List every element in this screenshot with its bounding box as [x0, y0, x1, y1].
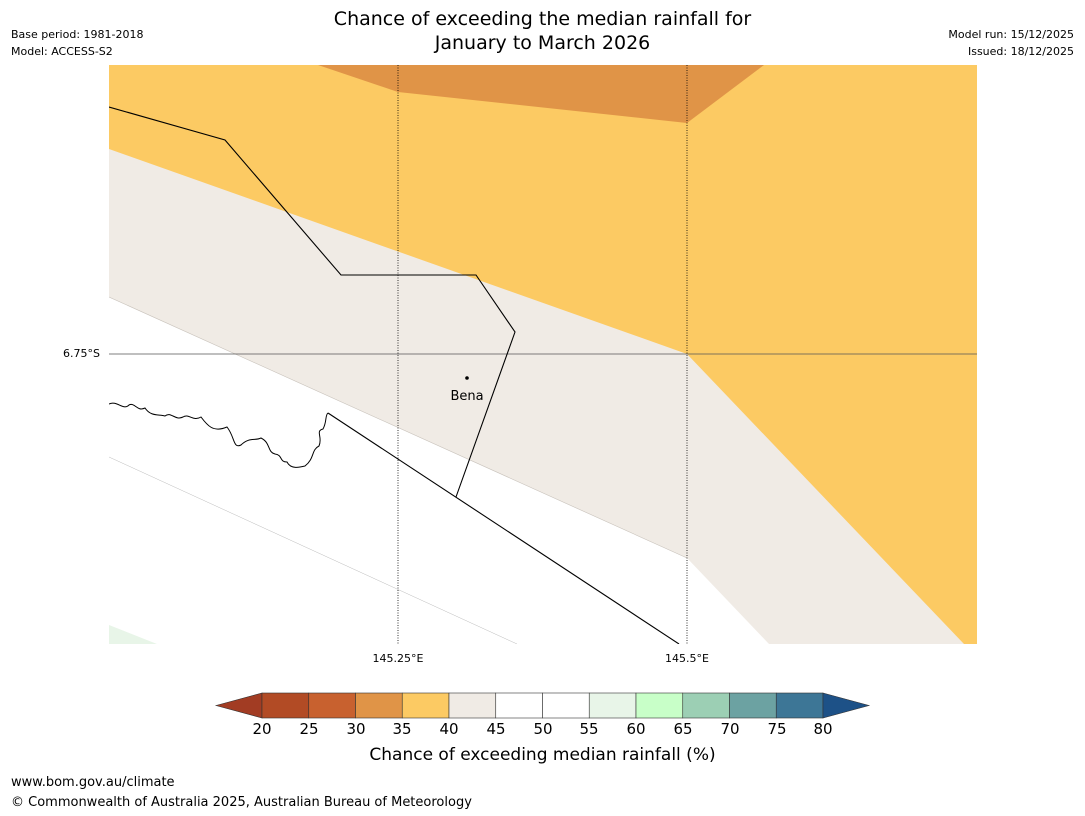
province-boundary — [327, 412, 680, 644]
colorbar-segment — [261, 692, 310, 719]
colorbar-tick: 25 — [299, 720, 319, 738]
colorbar-extend-low — [214, 692, 263, 719]
colorbar-tick: 50 — [533, 720, 553, 738]
colorbar-tick: 20 — [252, 720, 272, 738]
colorbar-tick: 60 — [626, 720, 646, 738]
colorbar-tick: 65 — [673, 720, 693, 738]
issued-text: Issued: 18/12/2025 — [967, 45, 1074, 58]
region-30-35 — [318, 65, 764, 123]
colorbar-tick: 55 — [579, 720, 599, 738]
colorbar-segment — [682, 692, 730, 719]
colorbar — [214, 692, 871, 719]
place-label-bena: Bena — [450, 389, 484, 404]
model-run-text: Model run: 15/12/2025 — [948, 28, 1074, 41]
bena-town-marker[interactable] — [465, 376, 469, 380]
title-line-2: January to March 2026 — [434, 32, 651, 54]
river — [109, 402, 329, 468]
colorbar-tick: 45 — [486, 720, 506, 738]
meta-right: Model run: 15/12/2025 Issued: 18/12/2025 — [948, 26, 1074, 60]
region-45-50 — [109, 297, 769, 644]
region-35-40 — [109, 65, 977, 644]
colorbar-segment — [448, 692, 497, 719]
colorbar-segment — [542, 692, 590, 719]
contour-line — [109, 456, 518, 644]
model-text: Model: ACCESS-S2 — [11, 45, 113, 58]
colorbar-segment — [635, 692, 684, 719]
colorbar-tick: 30 — [346, 720, 366, 738]
colorbar-segment — [308, 692, 356, 719]
colorbar-label: Chance of exceeding median rainfall (%) — [369, 745, 716, 765]
colorbar-segment — [588, 692, 637, 719]
colorbar-segment — [355, 692, 403, 719]
base-period-text: Base period: 1981-2018 — [11, 28, 144, 41]
region-55-60 — [109, 625, 157, 644]
province-boundary — [109, 106, 516, 498]
colorbar-tick: 80 — [813, 720, 833, 738]
longitude-label-145-5: 145.5°E — [665, 652, 709, 665]
title-line-1: Chance of exceeding the median rainfall … — [333, 8, 752, 30]
colorbar-extend-high — [822, 692, 871, 719]
colorbar-segment — [495, 692, 543, 719]
rainfall-map[interactable] — [109, 65, 977, 644]
colorbar-tick: 40 — [439, 720, 459, 738]
colorbar-segment — [775, 692, 824, 719]
colorbar-tick: 70 — [720, 720, 740, 738]
colorbar-segment — [401, 692, 450, 719]
colorbar-segment — [729, 692, 777, 719]
footer-copyright: © Commonwealth of Australia 2025, Austra… — [11, 795, 472, 810]
colorbar-tick: 75 — [767, 720, 787, 738]
chart-title: Chance of exceeding the median rainfall … — [0, 7, 1085, 55]
meta-left: Base period: 1981-2018 Model: ACCESS-S2 — [11, 26, 143, 60]
colorbar-tick: 35 — [392, 720, 412, 738]
latitude-label: 6.75°S — [63, 347, 100, 360]
longitude-label-145-25: 145.25°E — [372, 652, 424, 665]
footer-url[interactable]: www.bom.gov.au/climate — [11, 775, 175, 790]
